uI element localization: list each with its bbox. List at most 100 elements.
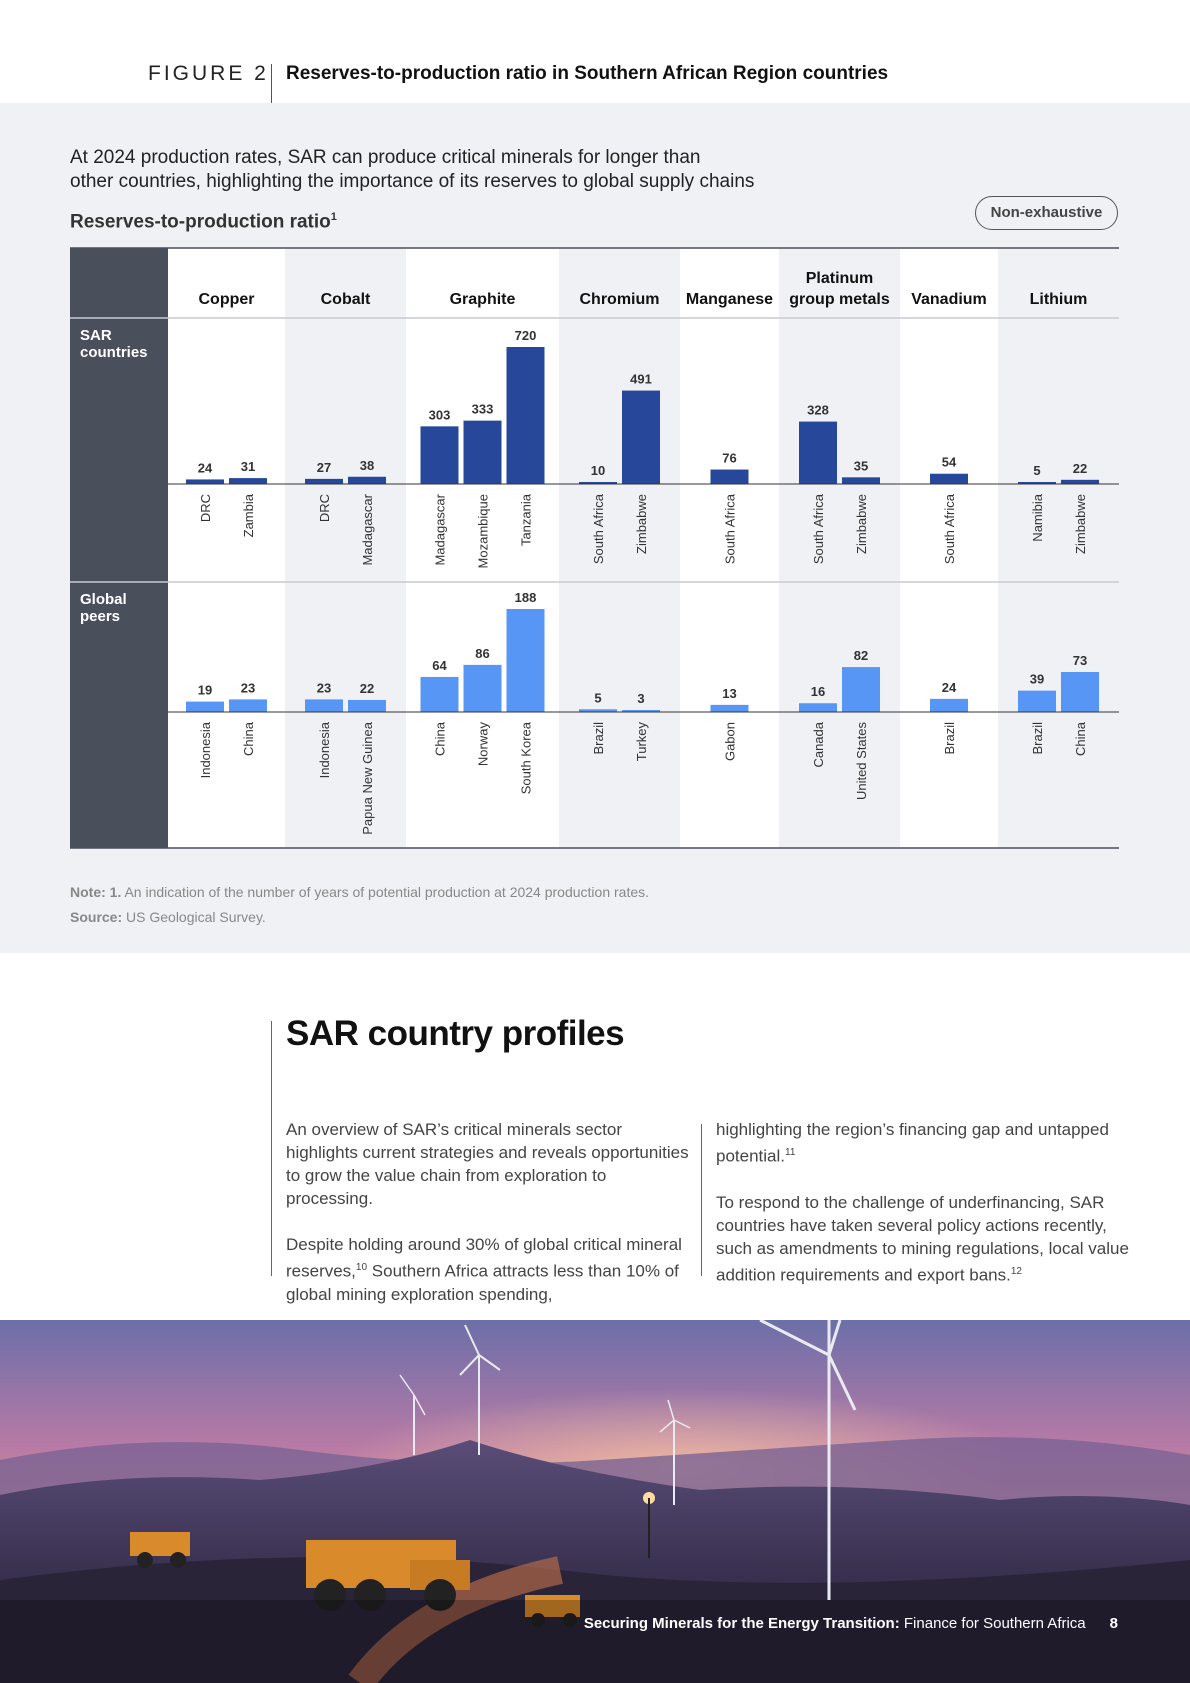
bar-value-label: 333 xyxy=(472,402,494,417)
country-label: Papua New Guinea xyxy=(360,721,375,835)
section-title: SAR country profiles xyxy=(286,1014,625,1053)
country-label: Zimbabwe xyxy=(854,494,869,554)
bar-value-label: 27 xyxy=(317,460,331,475)
peer-bar xyxy=(305,699,343,712)
sar-bar xyxy=(348,476,386,484)
figure-title: Reserves-to-production ratio in Southern… xyxy=(286,63,889,84)
source-text: US Geological Survey. xyxy=(122,909,266,925)
country-label: South Korea xyxy=(519,721,534,794)
section-paragraph-2: Despite holding around 30% of global cri… xyxy=(286,1233,694,1306)
country-label: South Africa xyxy=(591,493,606,564)
section-rule xyxy=(271,1021,272,1276)
bar-value-label: 39 xyxy=(1030,672,1044,687)
country-label: Zambia xyxy=(241,493,256,537)
mineral-header: Chromium xyxy=(580,291,660,308)
group-label: peers xyxy=(80,608,120,625)
country-label: Indonesia xyxy=(317,721,332,778)
mineral-header: Copper xyxy=(199,291,255,308)
sar-bar xyxy=(305,478,343,484)
bar-value-label: 64 xyxy=(432,658,447,673)
bar-value-label: 22 xyxy=(360,681,374,696)
sar-bar xyxy=(1018,482,1056,484)
country-label: China xyxy=(1073,721,1088,756)
mineral-header: Cobalt xyxy=(321,291,371,308)
mineral-header: Platinum xyxy=(806,270,874,287)
footer-shade xyxy=(0,1600,1190,1683)
chart-heading-text: Reserves-to-production ratio xyxy=(70,211,331,233)
bar-value-label: 10 xyxy=(591,463,605,478)
figure-header: FIGURE 2 Reserves-to-production ratio in… xyxy=(0,0,1190,103)
figure-notes: Note: 1. An indication of the number of … xyxy=(70,880,649,930)
country-label: Norway xyxy=(476,722,491,767)
country-label: Indonesia xyxy=(198,721,213,778)
paragraph-text: Despite holding around 30% of global cri… xyxy=(286,1235,682,1281)
source-line: Source: US Geological Survey. xyxy=(70,905,649,930)
footnote-ref-11[interactable]: 11 xyxy=(785,1147,796,1158)
peer-bar xyxy=(842,667,880,712)
group-label: countries xyxy=(80,344,148,361)
section-paragraph-1: An overview of SAR’s critical minerals s… xyxy=(286,1120,689,1208)
country-label: Madagascar xyxy=(433,493,448,565)
haul-road xyxy=(348,1556,563,1683)
page-footer: Securing Minerals for the Energy Transit… xyxy=(584,1615,1118,1632)
figure-intro: At 2024 production rates, SAR can produc… xyxy=(70,146,830,194)
bar-value-label: 24 xyxy=(942,680,957,695)
non-exhaustive-badge: Non-exhaustive xyxy=(975,196,1118,230)
peer-bar xyxy=(463,664,502,712)
mineral-header: Manganese xyxy=(686,291,773,308)
section-paragraph-4: To respond to the challenge of underfina… xyxy=(716,1191,1130,1287)
note-line: Note: 1. An indication of the number of … xyxy=(70,880,649,905)
peer-bar xyxy=(348,699,386,712)
sar-bar xyxy=(930,473,968,484)
country-label: South Africa xyxy=(723,493,738,564)
country-label: Tanzania xyxy=(519,493,534,546)
paragraph-text: highlighting the region’s financing gap … xyxy=(716,1120,1109,1166)
peer-bar xyxy=(506,609,545,712)
mineral-column-bg xyxy=(168,248,285,848)
bar-value-label: 23 xyxy=(317,680,331,695)
group-label: Global xyxy=(80,591,127,608)
country-label: DRC xyxy=(317,494,332,522)
country-label: Zimbabwe xyxy=(1073,494,1088,554)
wind-turbines xyxy=(399,1320,857,1600)
bar-value-label: 76 xyxy=(722,451,736,466)
mineral-column-bg xyxy=(285,248,406,848)
country-label: China xyxy=(241,721,256,756)
country-label: Turkey xyxy=(634,722,649,762)
mineral-column-bg xyxy=(998,248,1119,848)
bar-value-label: 491 xyxy=(630,372,652,387)
peer-bar xyxy=(1018,690,1056,712)
bar-value-label: 13 xyxy=(722,686,736,701)
paragraph-text: To respond to the challenge of underfina… xyxy=(716,1192,1129,1285)
sar-bar xyxy=(186,479,224,484)
intro-line-1: At 2024 production rates, SAR can produc… xyxy=(70,147,701,168)
photo-illustration xyxy=(0,1320,1190,1683)
footnote-ref-12[interactable]: 12 xyxy=(1010,1265,1022,1277)
country-label: United States xyxy=(854,722,869,801)
mineral-column-bg xyxy=(559,248,680,848)
group-label-panel xyxy=(70,248,168,848)
bar-value-label: 3 xyxy=(637,691,644,706)
country-label: Madagascar xyxy=(360,493,375,565)
paragraph-text: Southern Africa attracts less than 10% o… xyxy=(286,1261,679,1304)
country-label: Brazil xyxy=(591,722,606,755)
section-column-left: An overview of SAR’s critical minerals s… xyxy=(286,1118,694,1329)
country-label: Mozambique xyxy=(476,494,491,568)
bar-value-label: 19 xyxy=(198,683,212,698)
country-label: Gabon xyxy=(723,722,738,761)
sar-bar xyxy=(842,477,880,484)
sar-bar xyxy=(506,347,545,484)
bar-value-label: 86 xyxy=(475,646,489,661)
haul-trucks xyxy=(130,1532,580,1627)
section-paragraph-3: highlighting the region’s financing gap … xyxy=(716,1118,1130,1168)
section-column-right: highlighting the region’s financing gap … xyxy=(716,1118,1130,1309)
foreground xyxy=(0,1557,1190,1683)
mineral-header: Graphite xyxy=(450,291,516,308)
bar-value-label: 82 xyxy=(854,648,868,663)
chart-heading: Reserves-to-production ratio1 xyxy=(70,211,337,233)
footnote-ref-10[interactable]: 10 xyxy=(355,1262,368,1273)
mineral-column-bg xyxy=(680,248,779,848)
note-text: An indication of the number of years of … xyxy=(121,884,650,900)
bar-value-label: 73 xyxy=(1073,653,1087,668)
